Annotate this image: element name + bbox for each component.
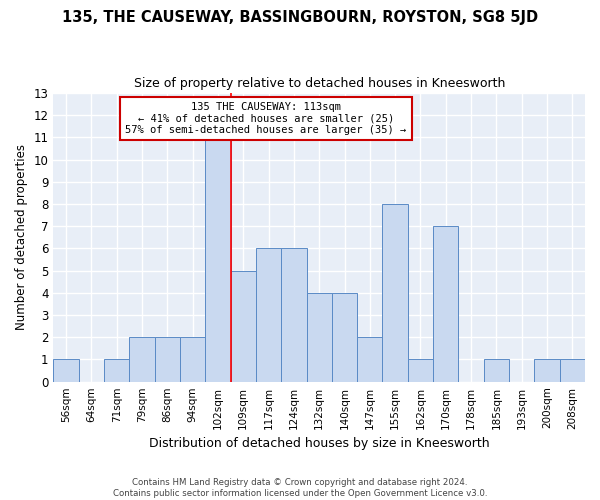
Bar	[53, 360, 79, 382]
Bar	[230, 270, 256, 382]
Bar	[155, 338, 180, 382]
Bar	[382, 204, 408, 382]
Bar	[281, 248, 307, 382]
Text: 135 THE CAUSEWAY: 113sqm
← 41% of detached houses are smaller (25)
57% of semi-d: 135 THE CAUSEWAY: 113sqm ← 41% of detach…	[125, 102, 407, 135]
Text: Contains HM Land Registry data © Crown copyright and database right 2024.
Contai: Contains HM Land Registry data © Crown c…	[113, 478, 487, 498]
Title: Size of property relative to detached houses in Kneesworth: Size of property relative to detached ho…	[134, 78, 505, 90]
Bar	[104, 360, 130, 382]
Y-axis label: Number of detached properties: Number of detached properties	[15, 144, 28, 330]
Bar	[332, 293, 357, 382]
Bar	[307, 293, 332, 382]
Bar	[560, 360, 585, 382]
Bar	[408, 360, 433, 382]
Bar	[484, 360, 509, 382]
Bar	[180, 338, 205, 382]
Bar	[433, 226, 458, 382]
Bar	[535, 360, 560, 382]
X-axis label: Distribution of detached houses by size in Kneesworth: Distribution of detached houses by size …	[149, 437, 490, 450]
Bar	[256, 248, 281, 382]
Text: 135, THE CAUSEWAY, BASSINGBOURN, ROYSTON, SG8 5JD: 135, THE CAUSEWAY, BASSINGBOURN, ROYSTON…	[62, 10, 538, 25]
Bar	[130, 338, 155, 382]
Bar	[205, 138, 230, 382]
Bar	[357, 338, 382, 382]
